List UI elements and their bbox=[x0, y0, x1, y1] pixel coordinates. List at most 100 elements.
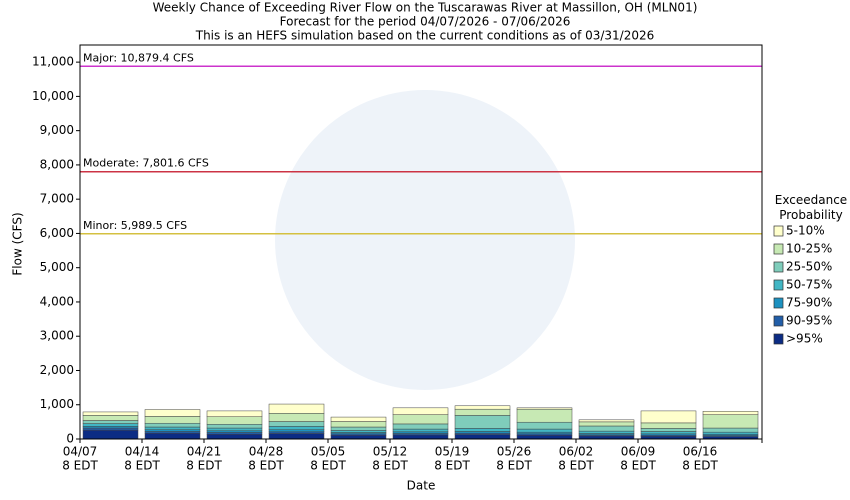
bar-segment bbox=[516, 434, 573, 440]
watermark bbox=[275, 90, 575, 390]
x-tick-label: 05/19 bbox=[435, 445, 470, 459]
bar-segment bbox=[516, 421, 573, 430]
x-tick-label: 06/02 bbox=[559, 445, 594, 459]
x-tick-sublabel: 8 EDT bbox=[372, 459, 408, 473]
bar-segment bbox=[640, 431, 697, 435]
bar-segment bbox=[702, 431, 759, 435]
x-tick-sublabel: 8 EDT bbox=[620, 459, 656, 473]
bar-segment bbox=[516, 407, 573, 410]
bar-segment bbox=[144, 422, 201, 428]
bar-segment bbox=[82, 427, 139, 431]
legend-swatch bbox=[773, 333, 784, 345]
x-tick-label: 04/14 bbox=[125, 445, 160, 459]
threshold-label: Major: 10,879.4 CFS bbox=[83, 51, 194, 64]
bar-segment bbox=[702, 410, 759, 415]
bar-segment bbox=[330, 430, 387, 433]
bar-segment bbox=[578, 419, 635, 423]
bar-segment bbox=[454, 434, 511, 440]
bar-segment bbox=[268, 403, 325, 414]
x-tick-sublabel: 8 EDT bbox=[434, 459, 470, 473]
chart-subtitle: This is an HEFS simulation based on the … bbox=[195, 29, 655, 43]
y-axis-label: Flow (CFS) bbox=[11, 212, 25, 275]
plot-frame bbox=[79, 44, 763, 440]
x-tick-sublabel: 8 EDT bbox=[186, 459, 222, 473]
bar-segment bbox=[330, 434, 387, 440]
y-tick-label: 10,000 bbox=[32, 89, 74, 103]
legend-label: >95% bbox=[786, 332, 823, 346]
x-tick-label: 04/07 bbox=[63, 445, 98, 459]
bar-segment bbox=[516, 408, 573, 423]
x-tick-label: 04/21 bbox=[187, 445, 222, 459]
bar-segment bbox=[702, 414, 759, 429]
legend-swatch bbox=[773, 297, 784, 309]
bar-segment bbox=[82, 423, 139, 427]
bar-segment bbox=[144, 429, 201, 432]
x-tick-label: 06/16 bbox=[683, 445, 718, 459]
x-axis-label: Date bbox=[407, 479, 436, 493]
bar-segment bbox=[454, 428, 511, 432]
bar-segment bbox=[268, 421, 325, 427]
bar-segment bbox=[578, 430, 635, 434]
y-tick-label: 7,000 bbox=[40, 192, 74, 206]
bar-segment bbox=[206, 432, 263, 435]
y-tick-label: 2,000 bbox=[40, 363, 74, 377]
y-tick-label: 4,000 bbox=[40, 294, 74, 308]
bar-segment bbox=[454, 408, 511, 416]
bar-segment bbox=[702, 427, 759, 433]
bar-segment bbox=[144, 426, 201, 430]
bar-segment bbox=[392, 414, 449, 425]
legend-title: Exceedance Probability bbox=[774, 193, 848, 222]
legend-swatch bbox=[773, 225, 784, 237]
chart-subtitle: Forecast for the period 04/07/2026 - 07/… bbox=[280, 15, 571, 29]
x-tick-label: 04/28 bbox=[249, 445, 284, 459]
x-tick-label: 05/12 bbox=[373, 445, 408, 459]
legend-label: 5-10% bbox=[786, 224, 825, 238]
bar-segment bbox=[206, 433, 263, 440]
bar-segment bbox=[640, 422, 697, 429]
bar-segment bbox=[392, 423, 449, 430]
y-tick-label: 3,000 bbox=[40, 329, 74, 343]
x-tick-sublabel: 8 EDT bbox=[248, 459, 284, 473]
y-tick-label: 5,000 bbox=[40, 260, 74, 274]
bar-segment bbox=[392, 431, 449, 434]
bar-segment bbox=[454, 405, 511, 410]
x-tick-label: 06/09 bbox=[621, 445, 656, 459]
legend-label: 25-50% bbox=[786, 260, 832, 274]
chart-title: Weekly Chance of Exceeding River Flow on… bbox=[153, 1, 698, 15]
x-tick-sublabel: 8 EDT bbox=[124, 459, 160, 473]
bar-segment bbox=[268, 426, 325, 430]
bar-segment bbox=[206, 416, 263, 425]
x-tick-label: 05/05 bbox=[311, 445, 346, 459]
bar-segment bbox=[330, 416, 387, 422]
bar-segment bbox=[144, 409, 201, 417]
bar-segment bbox=[578, 425, 635, 432]
bar-segment bbox=[144, 432, 201, 440]
bar-segment bbox=[516, 428, 573, 433]
threshold-label: Minor: 5,989.5 CFS bbox=[83, 219, 187, 232]
legend-label: 75-90% bbox=[786, 296, 832, 310]
legend-label: 90-95% bbox=[786, 314, 832, 328]
bar-segment bbox=[206, 427, 263, 432]
y-tick-label: 1,000 bbox=[40, 397, 74, 411]
y-tick-label: 11,000 bbox=[32, 55, 74, 69]
x-tick-sublabel: 8 EDT bbox=[496, 459, 532, 473]
bar-segment bbox=[640, 428, 697, 432]
bar-segment bbox=[578, 421, 635, 427]
bar-segment bbox=[330, 426, 387, 431]
y-tick-label: 9,000 bbox=[40, 123, 74, 137]
legend-swatch bbox=[773, 315, 784, 327]
bar-segment bbox=[516, 431, 573, 435]
x-tick-sublabel: 8 EDT bbox=[558, 459, 594, 473]
bar-segment bbox=[454, 431, 511, 434]
x-tick-sublabel: 8 EDT bbox=[682, 459, 718, 473]
bar-segment bbox=[206, 430, 263, 433]
bar-segment bbox=[206, 410, 263, 417]
bar-segment bbox=[144, 431, 201, 434]
bar-segment bbox=[82, 429, 139, 440]
legend-swatch bbox=[773, 261, 784, 273]
bar-segment bbox=[268, 413, 325, 422]
bar-segment bbox=[206, 424, 263, 429]
bar-segment bbox=[268, 433, 325, 440]
